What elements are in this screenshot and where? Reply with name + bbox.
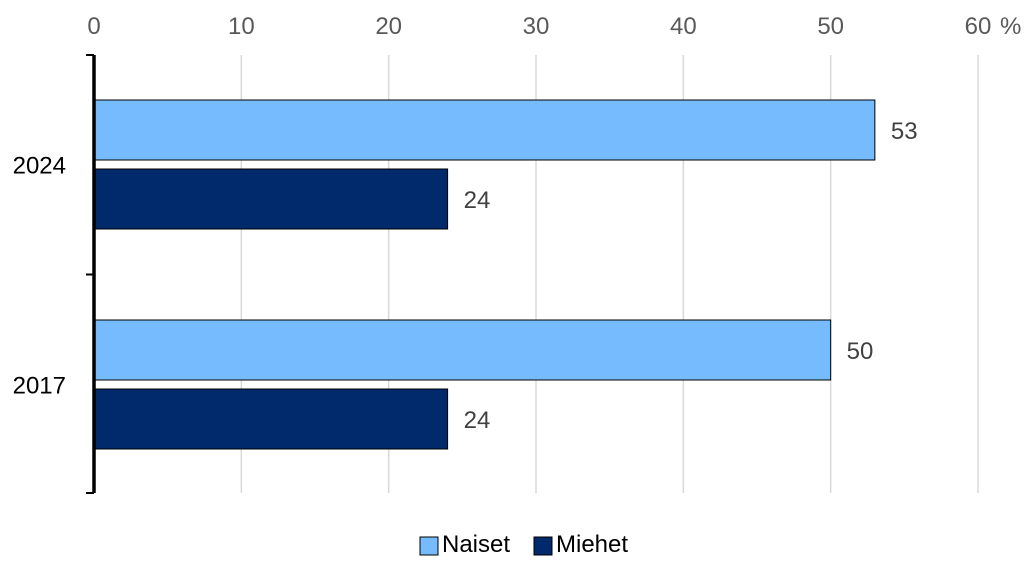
legend: Naiset Miehet bbox=[419, 531, 628, 558]
x-tick-label-20: 20 bbox=[375, 13, 402, 40]
x-tick-label-10: 10 bbox=[228, 13, 255, 40]
data-label-miehet-2024: 24 bbox=[464, 187, 491, 214]
x-axis-unit: % bbox=[1000, 13, 1021, 40]
bar-naiset-2024 bbox=[93, 99, 876, 161]
data-labels: 53 24 50 24 bbox=[464, 118, 918, 434]
x-tick-label-30: 30 bbox=[523, 13, 550, 40]
x-tick-label-0: 0 bbox=[87, 13, 100, 40]
data-label-naiset-2017: 50 bbox=[847, 338, 874, 365]
data-label-miehet-2017: 24 bbox=[464, 407, 491, 434]
bars bbox=[93, 99, 876, 450]
bar-miehet-2024 bbox=[93, 168, 449, 230]
x-axis-ticks: 0 10 20 30 40 50 60% bbox=[87, 13, 1021, 40]
data-label-naiset-2024: 53 bbox=[891, 118, 918, 145]
legend-label-miehet: Miehet bbox=[556, 531, 628, 558]
category-label-2017: 2017 bbox=[13, 373, 66, 400]
y-axis-line bbox=[86, 54, 96, 494]
legend-swatch-miehet bbox=[533, 536, 553, 556]
bar-naiset-2017 bbox=[93, 319, 832, 381]
bar-miehet-2017 bbox=[93, 388, 449, 450]
x-tick-label-40: 40 bbox=[670, 13, 697, 40]
x-tick-label-50: 50 bbox=[817, 13, 844, 40]
legend-label-naiset: Naiset bbox=[442, 531, 510, 558]
category-label-2024: 2024 bbox=[13, 153, 66, 180]
legend-swatch-naiset bbox=[419, 536, 439, 556]
x-tick-label-60: 60 bbox=[965, 13, 992, 40]
y-axis-categories: 2024 2017 bbox=[13, 153, 66, 400]
